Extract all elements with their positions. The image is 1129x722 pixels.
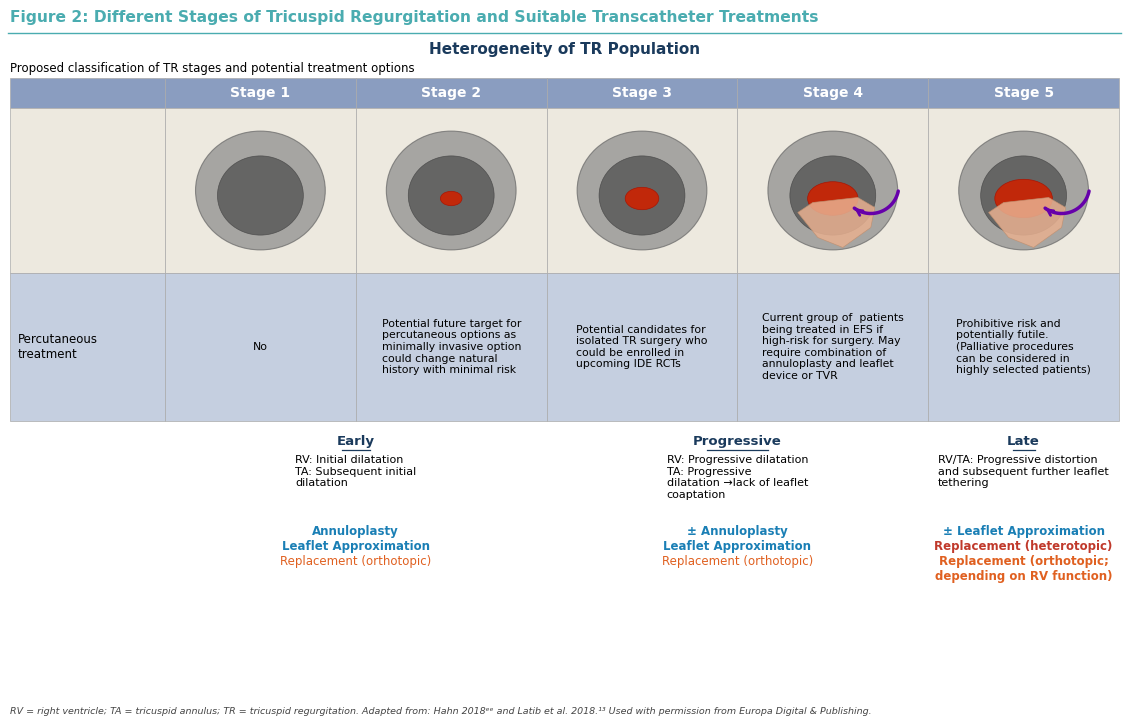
Polygon shape [798, 198, 875, 248]
Text: Late: Late [1007, 435, 1040, 448]
Text: Stage 5: Stage 5 [994, 86, 1053, 100]
Bar [928, 273, 1119, 421]
Bar [10, 273, 165, 421]
Text: Annuloplasty: Annuloplasty [313, 525, 400, 538]
Text: Potential candidates for
isolated TR surgery who
could be enrolled in
upcoming I: Potential candidates for isolated TR sur… [576, 325, 708, 370]
Text: Leaflet Approximation: Leaflet Approximation [282, 540, 430, 553]
Bar [10, 108, 165, 273]
Bar [10, 78, 165, 108]
Text: Replacement (orthotopic;
depending on RV function): Replacement (orthotopic; depending on RV… [935, 555, 1112, 583]
Ellipse shape [409, 156, 495, 235]
Bar [356, 108, 546, 273]
Text: Proposed classification of TR stages and potential treatment options: Proposed classification of TR stages and… [10, 62, 414, 75]
Bar [356, 273, 546, 421]
Ellipse shape [768, 131, 898, 250]
Text: No: No [253, 342, 268, 352]
Ellipse shape [195, 131, 325, 250]
Ellipse shape [981, 156, 1067, 235]
Ellipse shape [995, 179, 1052, 218]
Text: Replacement (heterotopic): Replacement (heterotopic) [935, 540, 1113, 553]
Text: Stage 4: Stage 4 [803, 86, 863, 100]
Bar [165, 78, 356, 108]
Text: Replacement (orthotopic): Replacement (orthotopic) [662, 555, 813, 568]
Bar [928, 108, 1119, 273]
Ellipse shape [790, 156, 876, 235]
Text: Stage 1: Stage 1 [230, 86, 290, 100]
Ellipse shape [440, 191, 462, 206]
Bar [737, 78, 928, 108]
Bar [356, 78, 546, 108]
Text: RV/TA: Progressive distortion
and subsequent further leaflet
tethering: RV/TA: Progressive distortion and subseq… [938, 455, 1109, 488]
Bar [165, 108, 356, 273]
Bar [737, 108, 928, 273]
Text: RV: Progressive dilatation
TA: Progressive
dilatation →lack of leaflet
coaptatio: RV: Progressive dilatation TA: Progressi… [666, 455, 808, 500]
Bar [928, 78, 1119, 108]
Ellipse shape [386, 131, 516, 250]
Text: RV = right ventricle; TA = tricuspid annulus; TR = tricuspid regurgitation. Adap: RV = right ventricle; TA = tricuspid ann… [10, 707, 872, 716]
Text: ± Annuloplasty: ± Annuloplasty [688, 525, 788, 538]
Ellipse shape [807, 182, 858, 215]
Text: Heterogeneity of TR Population: Heterogeneity of TR Population [429, 42, 700, 57]
Text: ± Leaflet Approximation: ± Leaflet Approximation [943, 525, 1104, 538]
Bar [546, 108, 737, 273]
Ellipse shape [625, 187, 659, 209]
Text: Replacement (orthotopic): Replacement (orthotopic) [280, 555, 431, 568]
Text: Prohibitive risk and
potentially futile.
(Palliative procedures
can be considere: Prohibitive risk and potentially futile.… [956, 319, 1091, 375]
Text: Leaflet Approximation: Leaflet Approximation [664, 540, 812, 553]
Ellipse shape [577, 131, 707, 250]
Text: Figure 2: Different Stages of Tricuspid Regurgitation and Suitable Transcatheter: Figure 2: Different Stages of Tricuspid … [10, 10, 819, 25]
Text: Early: Early [336, 435, 375, 448]
Bar [737, 273, 928, 421]
Ellipse shape [959, 131, 1088, 250]
Ellipse shape [599, 156, 685, 235]
Text: Potential future target for
percutaneous options as
minimally invasive option
co: Potential future target for percutaneous… [382, 319, 520, 375]
Text: Stage 2: Stage 2 [421, 86, 481, 100]
Polygon shape [989, 198, 1066, 248]
Text: Current group of  patients
being treated in EFS if
high-risk for surgery. May
re: Current group of patients being treated … [762, 313, 903, 381]
Bar [546, 273, 737, 421]
Text: Percutaneous
treatment: Percutaneous treatment [18, 333, 98, 361]
Bar [546, 78, 737, 108]
Ellipse shape [218, 156, 304, 235]
Text: Stage 3: Stage 3 [612, 86, 672, 100]
Text: Progressive: Progressive [693, 435, 781, 448]
Bar [165, 273, 356, 421]
Text: RV: Initial dilatation
TA: Subsequent initial
dilatation: RV: Initial dilatation TA: Subsequent in… [295, 455, 417, 488]
